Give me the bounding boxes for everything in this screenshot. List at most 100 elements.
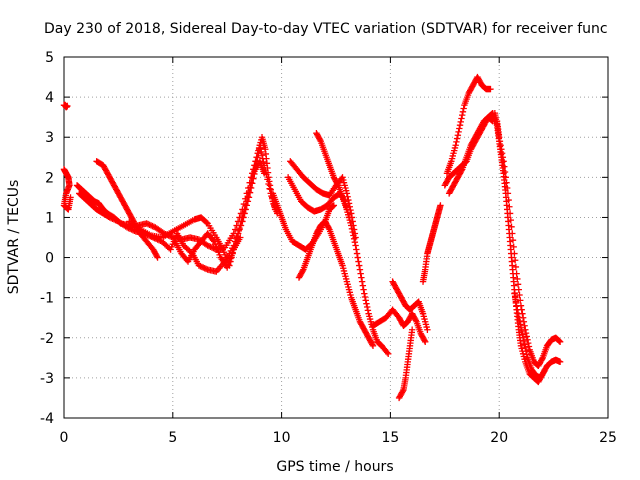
data-point — [240, 210, 247, 217]
data-point — [356, 262, 363, 269]
x-tick-label: 25 — [599, 430, 617, 446]
data-point — [229, 249, 236, 256]
data-point — [525, 343, 533, 350]
data-point — [153, 253, 161, 260]
data-point — [503, 184, 511, 192]
data-point — [556, 358, 564, 366]
data-point — [514, 275, 521, 283]
data-point — [348, 225, 356, 233]
data-point — [504, 190, 512, 197]
data-point — [249, 174, 256, 182]
data-point — [154, 254, 161, 261]
data-point — [260, 158, 267, 166]
data-point — [501, 163, 508, 170]
data-point — [107, 214, 115, 222]
satellite-trace-5 — [93, 158, 161, 261]
data-point — [424, 326, 431, 333]
satellite-trace-13 — [369, 306, 429, 345]
data-point — [241, 206, 248, 213]
data-point — [414, 299, 422, 306]
data-point — [244, 193, 252, 200]
data-point — [518, 327, 525, 335]
data-point — [512, 263, 520, 271]
data-point — [345, 196, 352, 204]
data-point — [556, 338, 564, 345]
satellite-trace-12 — [295, 218, 377, 349]
satellite-trace-16 — [419, 202, 444, 285]
data-point — [453, 135, 461, 142]
data-point — [509, 236, 517, 244]
data-point — [144, 220, 152, 228]
data-point — [350, 232, 357, 239]
data-point — [538, 355, 546, 363]
y-axis-label: SDTVAR / TECUs — [6, 180, 22, 295]
data-point — [204, 242, 211, 249]
data-point — [460, 105, 467, 112]
data-point — [522, 344, 529, 352]
data-point — [458, 167, 465, 174]
data-point — [247, 184, 255, 192]
data-point — [358, 274, 365, 281]
data-point — [245, 194, 253, 201]
data-point — [357, 270, 364, 277]
data-point — [514, 310, 522, 317]
data-point — [496, 134, 503, 141]
data-point — [205, 242, 213, 250]
data-point — [454, 132, 462, 139]
data-point — [517, 321, 524, 328]
satellite-trace-11 — [313, 130, 392, 358]
data-point — [457, 118, 464, 126]
data-point — [517, 297, 524, 304]
data-point — [522, 326, 529, 333]
data-point — [501, 168, 509, 176]
y-tick-label: -2 — [40, 331, 54, 347]
data-point — [254, 154, 261, 161]
x-tick-label: 0 — [60, 430, 69, 446]
data-point — [516, 291, 523, 299]
data-point — [242, 202, 249, 209]
data-point — [110, 216, 118, 223]
x-tick-label: 15 — [381, 430, 399, 446]
satellite-trace-7 — [171, 230, 244, 271]
data-point — [146, 221, 153, 228]
data-point — [334, 180, 341, 188]
data-point — [149, 222, 156, 230]
data-point — [200, 264, 207, 271]
data-point — [408, 326, 416, 333]
data-point — [210, 244, 217, 252]
data-point — [511, 250, 518, 257]
data-point — [541, 366, 549, 374]
data-point — [123, 224, 131, 231]
data-point — [128, 226, 135, 233]
data-point — [507, 216, 515, 224]
data-point — [208, 244, 216, 251]
satellite-trace-10 — [287, 158, 359, 241]
data-point — [250, 175, 257, 182]
data-point — [258, 152, 266, 159]
data-point — [198, 263, 206, 271]
y-tick-label: 1 — [45, 210, 54, 226]
data-point — [498, 146, 505, 153]
y-tick-label: -1 — [40, 291, 54, 307]
data-point — [325, 224, 332, 232]
x-tick-label: 5 — [168, 430, 177, 446]
data-point — [360, 286, 367, 293]
data-point — [511, 257, 519, 264]
y-tick-label: 2 — [45, 170, 54, 186]
plot-frame — [63, 56, 609, 419]
data-point — [500, 158, 507, 165]
y-tick-label: 0 — [45, 251, 54, 267]
data-point — [517, 324, 525, 331]
satellite-trace-14 — [389, 278, 431, 333]
y-tick-label: -4 — [40, 411, 54, 427]
data-point — [125, 224, 132, 232]
data-point — [502, 174, 509, 181]
data-point — [316, 136, 324, 144]
y-tick-label: 3 — [45, 130, 54, 146]
data-point — [112, 216, 119, 224]
satellite-trace-6 — [126, 158, 268, 269]
data-point — [237, 222, 244, 229]
data-point — [237, 234, 244, 241]
data-point — [525, 339, 532, 347]
data-point — [258, 148, 265, 156]
